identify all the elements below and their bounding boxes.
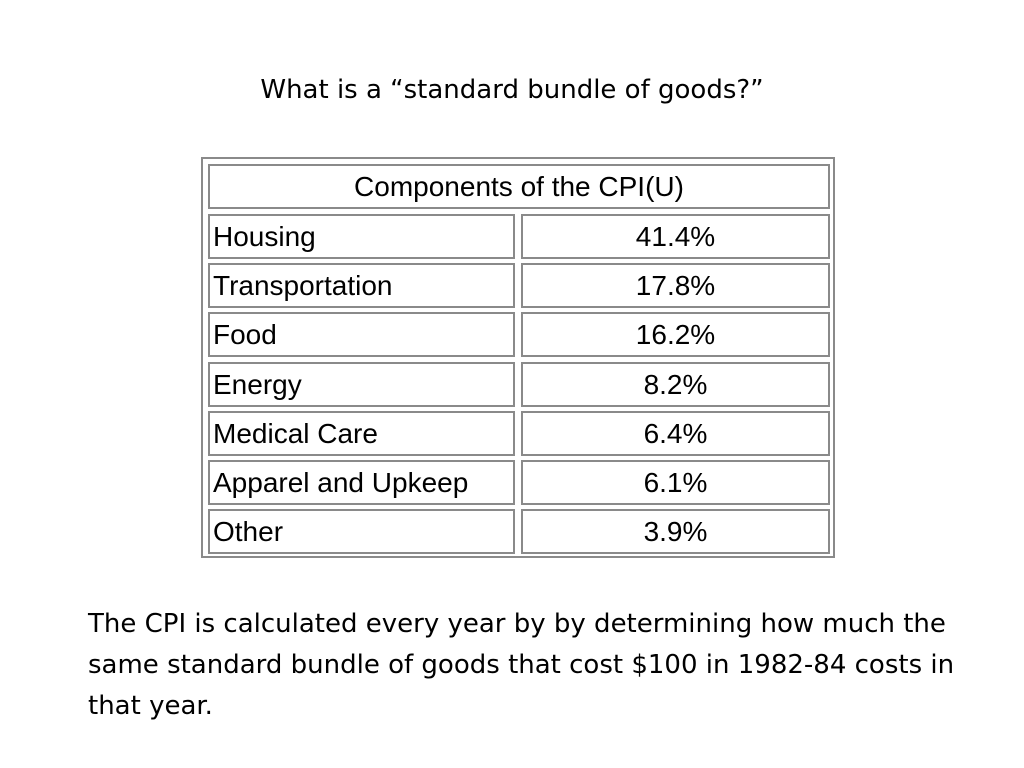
slide-body-text: The CPI is calculated every year by by d… — [88, 609, 955, 721]
row-value-apparel-and-upkeep: 6.1% — [521, 460, 830, 505]
row-label-apparel-and-upkeep: Apparel and Upkeep — [208, 460, 515, 505]
cpi-components-table: Components of the CPI(U) Housing 41.4% T… — [201, 157, 835, 558]
row-value-transportation: 17.8% — [521, 263, 830, 308]
slide-title: What is a “standard bundle of goods?” — [260, 75, 764, 105]
row-value-food: 16.2% — [521, 312, 830, 357]
row-value-other: 3.9% — [521, 509, 830, 554]
row-label-housing: Housing — [208, 214, 515, 259]
row-label-other: Other — [208, 509, 515, 554]
row-value-energy: 8.2% — [521, 362, 830, 407]
row-label-transportation: Transportation — [208, 263, 515, 308]
row-label-energy: Energy — [208, 362, 515, 407]
row-value-medical-care: 6.4% — [521, 411, 830, 456]
row-label-food: Food — [208, 312, 515, 357]
row-value-housing: 41.4% — [521, 214, 830, 259]
row-label-medical-care: Medical Care — [208, 411, 515, 456]
table-header: Components of the CPI(U) — [208, 164, 830, 209]
